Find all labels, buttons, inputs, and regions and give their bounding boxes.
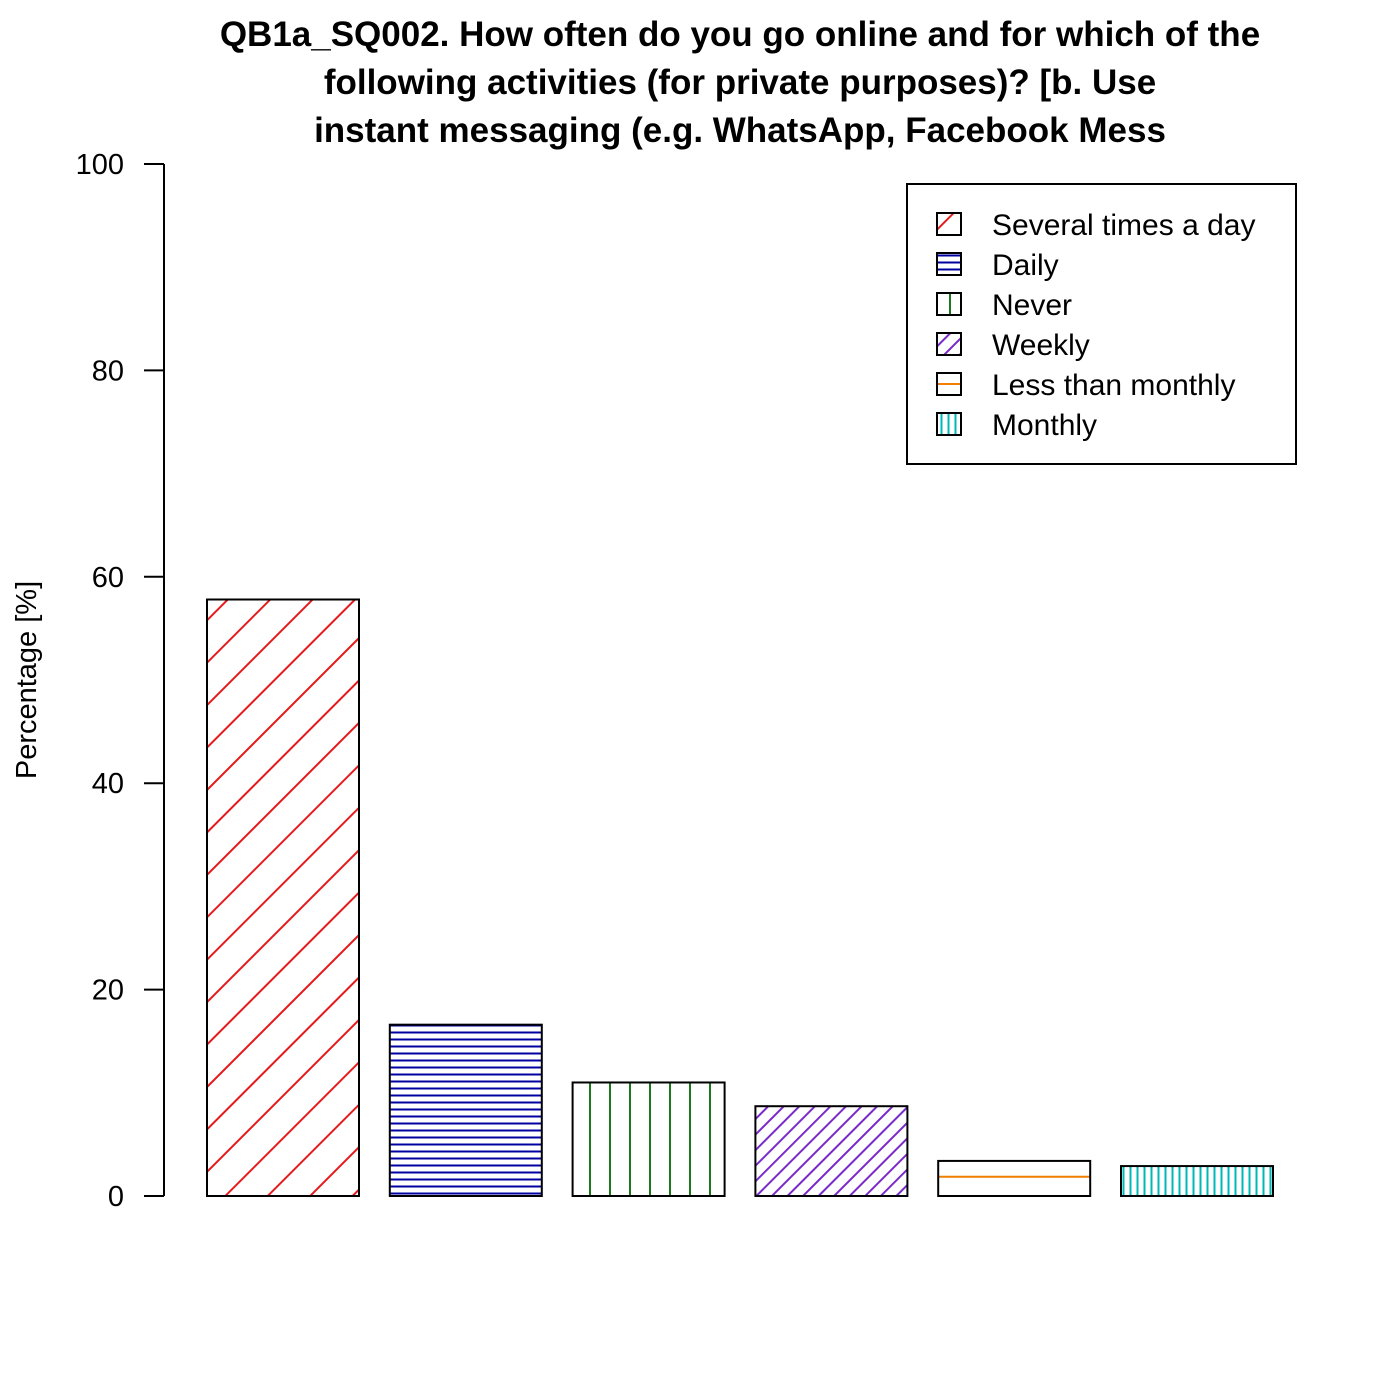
legend-item: Never (936, 289, 1072, 322)
bar-outline (206, 598, 360, 1197)
bar-outline (571, 1081, 726, 1197)
y-tick-label: 80 (92, 355, 124, 387)
chart-title-line-2: following activities (for private purpos… (324, 63, 1156, 102)
legend-swatch-outline (936, 292, 962, 316)
bar-outline (1120, 1165, 1274, 1198)
legend-item: Less than monthly (936, 369, 1235, 402)
bar-fill (572, 1082, 725, 1196)
legend-label: Weekly (992, 329, 1090, 362)
legend-swatch-outline (936, 212, 962, 236)
legend-label: Never (992, 289, 1072, 322)
bar-daily (388, 1023, 543, 1197)
y-axis-title: Percentage [%] (11, 581, 43, 779)
legend-item: Monthly (936, 409, 1097, 442)
y-tick-label: 60 (92, 562, 124, 594)
legend-item: Several times a day (936, 209, 1255, 242)
legend-label: Monthly (992, 409, 1097, 442)
legend-item: Weekly (936, 329, 1090, 362)
bar-fill (1121, 1166, 1273, 1196)
legend-swatch-outline (936, 332, 962, 356)
bar-fill (938, 1160, 1091, 1196)
legend-swatch (937, 293, 961, 315)
y-axis: 0 20 40 60 80 100 (76, 149, 165, 1213)
bars-group (206, 598, 1274, 1198)
bar-outline (754, 1105, 909, 1197)
bar-fill (755, 1106, 908, 1196)
bar-outline (388, 1023, 543, 1197)
chart-title-line-3: instant messaging (e.g. WhatsApp, Facebo… (314, 111, 1166, 150)
bar-never (571, 1081, 726, 1197)
bar-less-than-monthly (937, 1159, 1092, 1197)
y-tick-label: 0 (108, 1181, 124, 1213)
legend-swatch-outline (936, 412, 962, 436)
bar-several-times-a-day (206, 598, 360, 1197)
legend-swatch-outline (936, 252, 962, 276)
chart-title: QB1a_SQ002. How often do you go online a… (220, 15, 1260, 150)
legend: Several times a day Daily Never Weekly Less … (906, 183, 1297, 465)
legend-swatch-outline (936, 372, 962, 396)
legend-label: Less than monthly (992, 369, 1235, 402)
chart-title-line-1: QB1a_SQ002. How often do you go online a… (220, 15, 1260, 54)
y-tick-label: 40 (92, 768, 124, 800)
legend-box (906, 183, 1297, 465)
legend-label: Several times a day (992, 209, 1255, 242)
bar-monthly (1120, 1165, 1274, 1198)
legend-label: Daily (992, 249, 1059, 282)
bar-fill (389, 1024, 542, 1196)
legend-item: Daily (936, 249, 1059, 282)
legend-swatch (937, 333, 961, 355)
legend-swatch (937, 213, 961, 235)
y-tick-label: 20 (92, 975, 124, 1007)
y-tick-label: 100 (76, 149, 124, 181)
bar-weekly (754, 1105, 909, 1197)
legend-swatch (937, 253, 961, 275)
legend-swatch (937, 413, 961, 435)
bar-outline (937, 1159, 1092, 1197)
bar-fill (207, 599, 359, 1196)
